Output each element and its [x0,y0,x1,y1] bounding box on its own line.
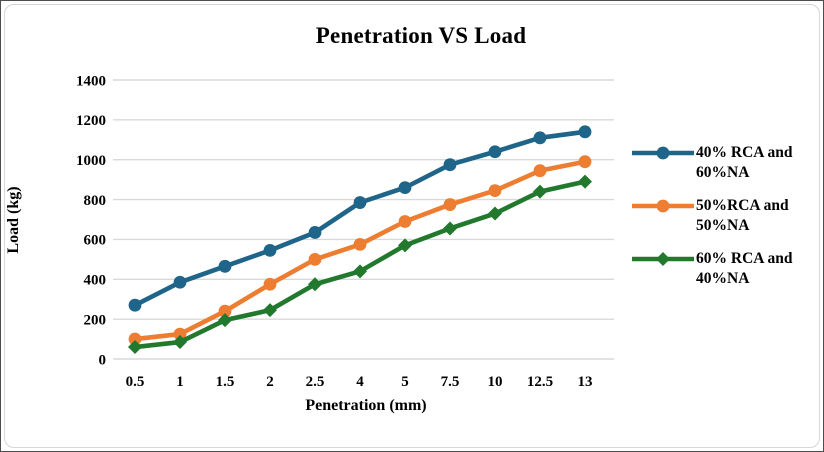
data-point-marker [578,155,592,169]
x-tick-label: 2 [266,374,274,390]
data-point-marker [308,277,322,292]
data-point-marker [128,298,142,312]
legend: 40% RCA and 60%NA 50%RCA and 50%NA 60% R… [632,143,822,302]
data-point-marker [263,243,277,257]
data-point-marker [488,145,502,159]
data-point-marker [263,303,277,318]
legend-entry-40rca-60na: 40% RCA and 60%NA [632,143,822,183]
data-point-marker [443,221,457,236]
data-point-marker [353,196,367,209]
data-point-marker [173,275,187,289]
y-tick-label: 400 [84,273,107,289]
x-tick-label: 5 [401,374,409,390]
x-tick-label: 13 [578,374,593,390]
legend-label-line2: 50%NA [696,217,750,234]
data-point-marker [533,164,547,178]
data-point-marker [173,327,187,341]
data-point-marker [398,238,412,253]
x-tick-label: 2.5 [306,374,325,390]
legend-marker-blue-circle-icon [632,146,694,160]
y-tick-label: 800 [84,193,107,209]
x-tick-label: 1.5 [216,374,235,390]
data-point-marker [128,340,142,355]
x-axis-title: Penetration (mm) [305,397,427,414]
legend-entry-50rca-50na: 50%RCA and 50%NA [632,196,822,236]
data-point-marker [488,206,502,221]
data-point-marker [308,252,322,266]
legend-label-line1: 60% RCA and [696,250,793,267]
y-tick-label: 1200 [76,113,106,129]
data-point-marker [263,277,277,291]
legend-marker-green-diamond-icon [632,252,694,266]
legend-label: 40% RCA and 60%NA [696,143,792,183]
legend-label: 60% RCA and 40%NA [696,249,792,289]
y-tick-label: 1000 [76,153,106,169]
x-tick-label: 12.5 [527,374,553,390]
data-point-marker [173,335,187,350]
data-point-marker [353,238,367,251]
x-tick-label: 0.5 [126,374,145,390]
data-point-marker [443,198,457,211]
legend-label: 50%RCA and 50%NA [696,196,789,236]
x-tick-label: 7.5 [441,374,460,390]
data-point-marker [488,184,502,198]
data-point-marker [398,215,412,228]
chart-title: Penetration VS Load [315,23,527,48]
data-point-marker [353,264,367,279]
data-point-marker [218,304,232,318]
y-tick-label: 200 [84,312,107,328]
data-point-marker [308,226,322,239]
data-point-marker [578,125,592,139]
data-point-marker [533,131,547,145]
data-point-marker [443,158,457,172]
legend-label-line1: 50%RCA and [696,197,789,214]
legend-label-line2: 40%NA [696,270,750,287]
data-point-marker [533,184,547,199]
legend-label-line1: 40% RCA and [696,144,793,161]
x-tick-label: 10 [488,374,503,390]
y-tick-label: 1400 [76,73,106,89]
y-axis-title: Load (kg) [5,186,22,254]
legend-entry-60rca-40na: 60% RCA and 40%NA [632,249,822,289]
data-point-marker [218,313,232,328]
data-point-marker [218,259,232,273]
y-tick-label: 600 [84,233,107,249]
data-point-marker [578,174,592,189]
legend-label-line2: 60%NA [696,164,750,181]
legend-marker-orange-circle-icon [632,199,694,213]
data-point-marker [128,332,142,346]
data-point-marker [398,181,412,195]
y-tick-label: 0 [99,352,107,368]
x-tick-label: 1 [176,374,184,390]
x-tick-label: 4 [356,374,364,390]
